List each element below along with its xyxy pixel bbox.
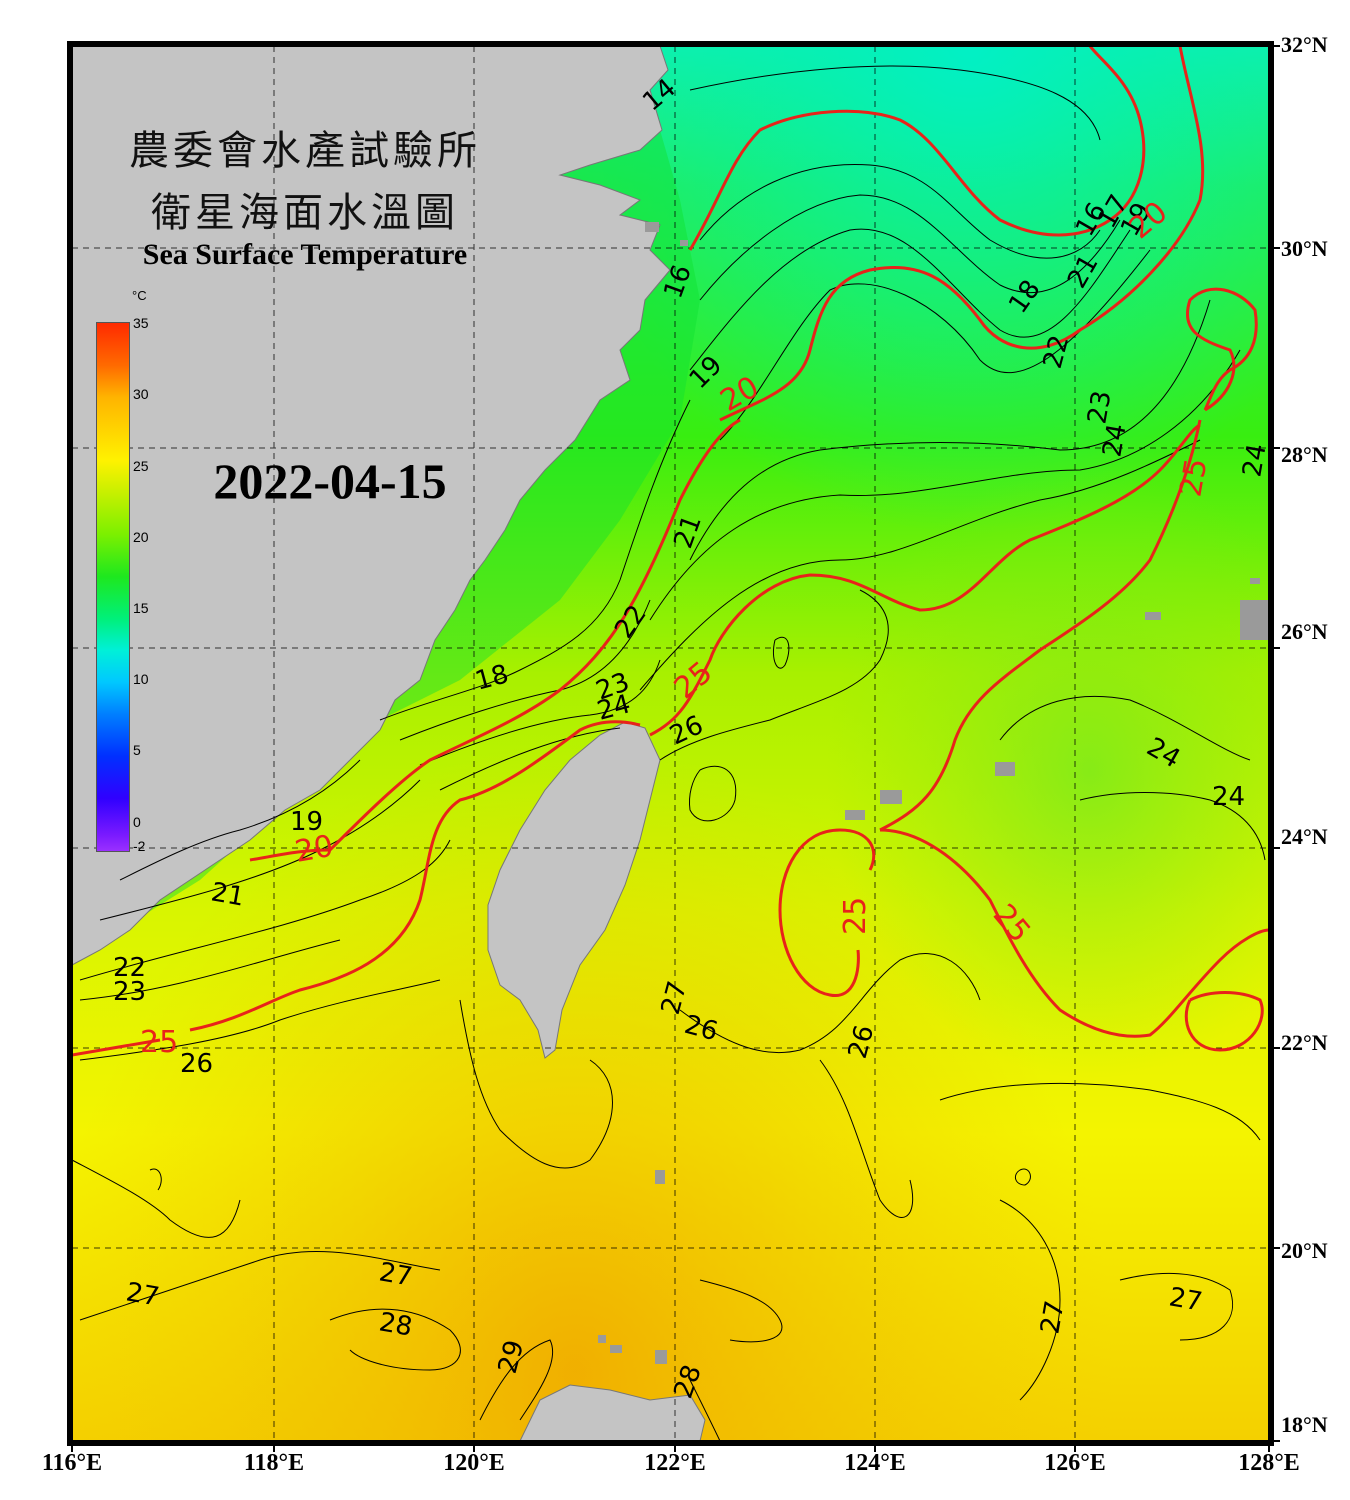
latitude-label: 28°N [1281,442,1328,467]
colorbar-tick: 15 [133,600,149,616]
title-english: Sea Surface Temperature [142,238,468,271]
latitude-label: 18°N [1281,1412,1328,1437]
longitude-label: 124°E [844,1450,906,1476]
latitude-label: 32°N [1281,32,1328,57]
contour-label-major: 25 [140,1025,178,1060]
latitude-label: 20°N [1281,1238,1328,1263]
minor-isotherms [72,65,1266,1441]
latitude-label: 30°N [1281,236,1328,261]
colorbar-tick: 10 [133,671,149,687]
colorbar-unit: °C [132,288,147,303]
contour-label: 24 [1212,782,1245,812]
contour-label: 19 [290,807,323,837]
longitude-label: 126°E [1044,1450,1106,1476]
taiwan-island [487,721,661,1059]
colorbar-tick: -2 [133,838,146,854]
contour-label: 24 [1237,441,1272,479]
longitude-label: 116°E [41,1450,103,1476]
colorbar [96,322,130,852]
contour-label-major: 25 [838,897,873,935]
contour-label: 22 [113,953,146,983]
latitude-label: 24°N [1281,824,1328,849]
colorbar-tick: 35 [133,315,149,331]
luzon-island [519,1384,706,1441]
longitude-label: 122°E [644,1450,706,1476]
title-institute: 農委會水產試驗所 [129,128,481,174]
latitude-label: 26°N [1281,619,1328,644]
graticule [72,46,1269,1441]
china-mainland [72,46,671,966]
contour-label: 27 [124,1277,162,1312]
contour-label: 23 [113,977,146,1007]
contour-label: 23 [1082,388,1117,426]
contour-label-major: 25 [1173,456,1214,500]
contour-label: 27 [1167,1282,1205,1317]
contour-label: 28 [377,1307,415,1342]
contour-label-major: 20 [292,829,336,870]
contour-label: 27 [377,1257,415,1292]
major-isotherms [72,46,1269,1057]
longitude-label: 128°E [1238,1450,1300,1476]
colorbar-tick: 0 [133,814,141,830]
longitude-label: 118°E [243,1450,305,1476]
colorbar-tick: 25 [133,458,149,474]
contour-label: 21 [209,877,247,912]
contour-label: 27 [1035,1298,1070,1336]
date-label: 2022-04-15 [213,453,447,509]
longitude-label: 120°E [443,1450,505,1476]
colorbar-tick: 20 [133,529,149,545]
contour-label: 24 [1097,421,1132,459]
colorbar-tick: 30 [133,386,149,402]
title-chart: 衛星海面水溫圖 [151,190,459,236]
contour-label: 26 [180,1049,213,1079]
latitude-label: 22°N [1281,1030,1328,1055]
map-frame [67,41,1274,1446]
colorbar-tick: 5 [133,742,141,758]
